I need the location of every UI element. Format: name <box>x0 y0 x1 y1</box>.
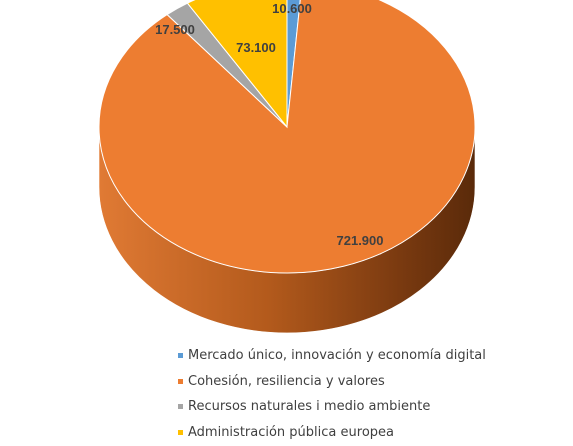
legend-item-2: Recursos naturales i medio ambiente <box>178 394 568 420</box>
legend-label-1: Cohesión, resiliencia y valores <box>188 373 385 389</box>
legend-label-0: Mercado único, innovación y economía dig… <box>188 348 486 364</box>
legend-label-2: Recursos naturales i medio ambiente <box>188 399 431 415</box>
data-label-1: 721.900 <box>337 233 384 248</box>
legend-swatch-2 <box>178 404 183 410</box>
pie-top-layer <box>98 0 476 274</box>
data-label-0: 10.600 <box>272 1 312 16</box>
legend-item-3: Administración pública europea <box>178 420 568 446</box>
pie-slice-1 <box>98 0 476 274</box>
data-label-3: 73.100 <box>236 40 276 55</box>
legend-swatch-0 <box>178 353 183 359</box>
pie-slice-0 <box>286 0 301 128</box>
legend: Mercado único, innovación y economía dig… <box>178 343 568 445</box>
data-label-2: 17.500 <box>155 22 195 37</box>
pie-slice-3 <box>186 0 288 129</box>
legend-label-3: Administración pública europea <box>188 424 394 440</box>
legend-swatch-1 <box>178 378 183 384</box>
legend-item-1: Cohesión, resiliencia y valores <box>178 369 568 395</box>
legend-item-0: Mercado único, innovación y economía dig… <box>178 343 568 369</box>
legend-swatch-3 <box>178 429 183 435</box>
data-labels: 10.600 721.900 17.500 73.100 <box>155 1 383 248</box>
